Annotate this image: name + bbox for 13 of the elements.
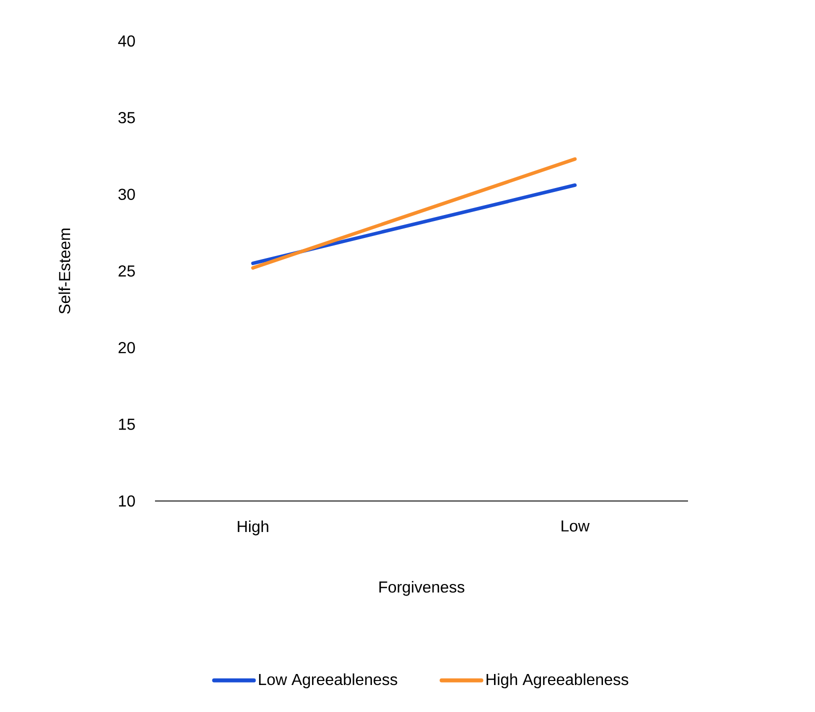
y-tick-label: 40 [118, 35, 135, 47]
y-tick-label: 10 [119, 495, 135, 507]
y-tick-label: 25 [118, 265, 135, 277]
y-tick-label: 20 [118, 342, 135, 354]
y-tick-label: 30 [118, 188, 135, 200]
y-axis-title: Self-Esteem [58, 228, 70, 314]
y-tick-label: 35 [118, 112, 135, 124]
x-tick-label: High [238, 520, 268, 536]
x-tick-label: Low [562, 520, 590, 532]
legend-label: High Agreeableness [486, 673, 628, 688]
x-axis-title: Forgiveness [379, 580, 464, 596]
legend-label: Low Agreeableness [259, 673, 398, 688]
y-tick-label: 15 [119, 418, 135, 430]
